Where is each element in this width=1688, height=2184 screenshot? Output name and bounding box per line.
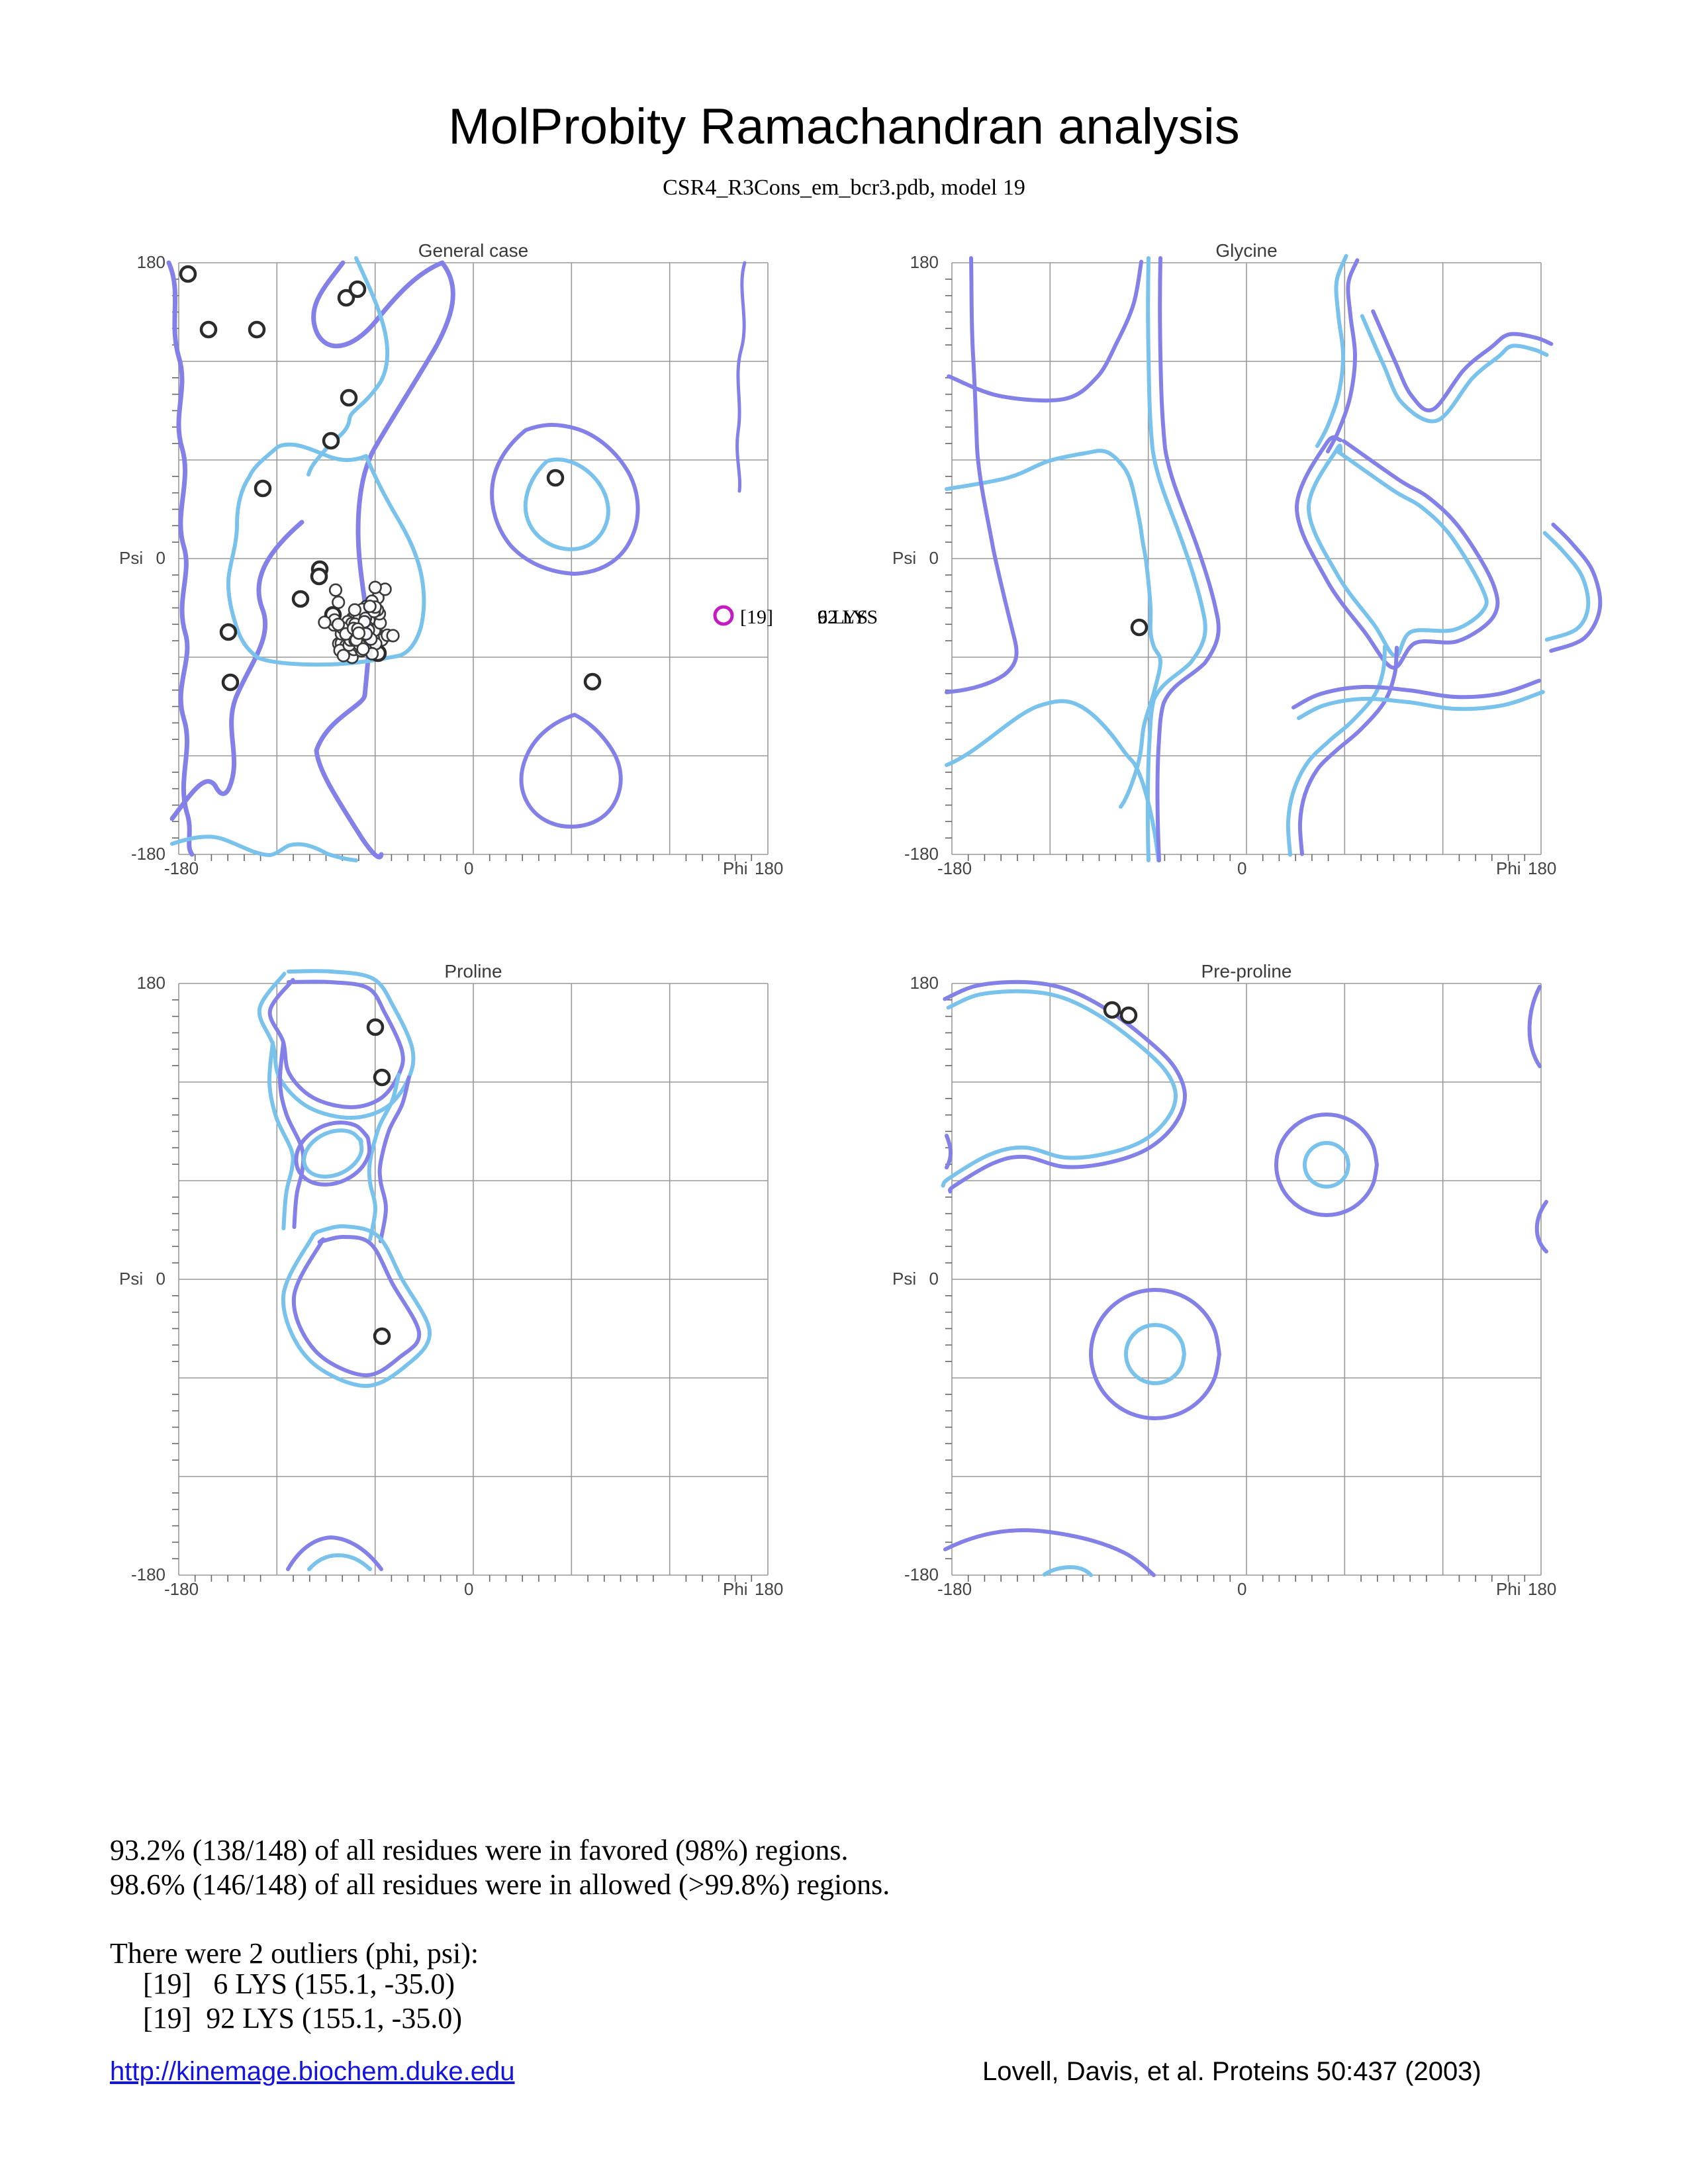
svg-text:[19]: [19] xyxy=(740,606,773,628)
svg-text:6 LYS: 6 LYS xyxy=(818,606,868,628)
